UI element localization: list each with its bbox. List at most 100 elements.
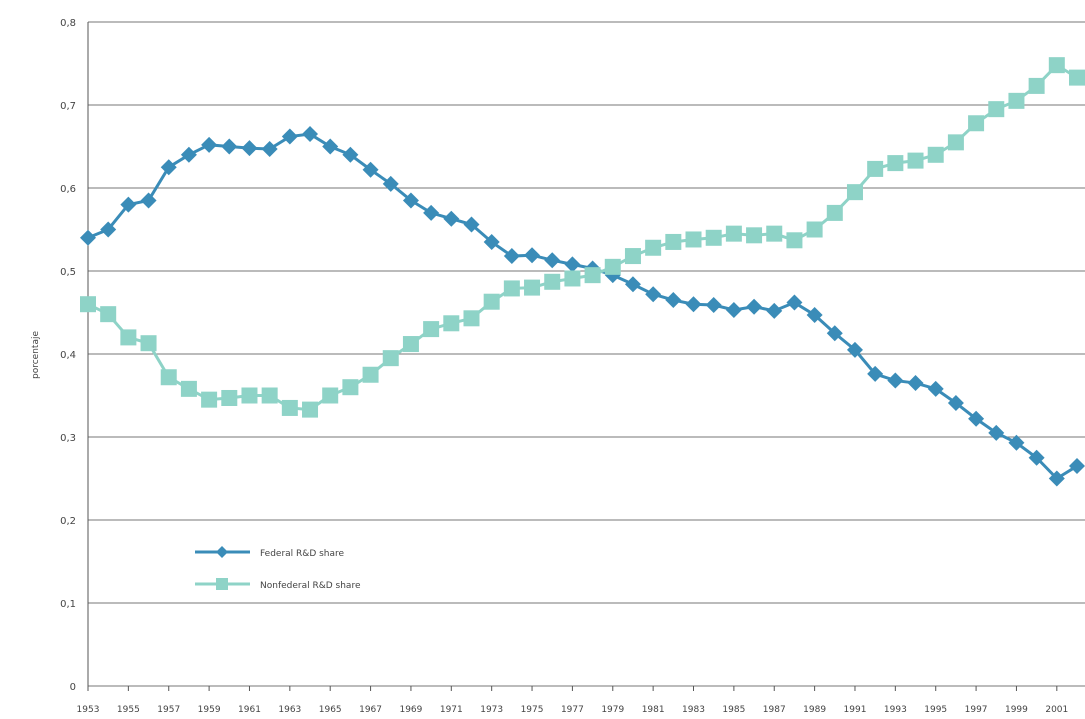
legend-item: Federal R&D share	[195, 546, 345, 559]
data-point	[423, 321, 440, 338]
legend-marker	[216, 546, 228, 558]
data-point	[261, 387, 278, 404]
x-tick-label: 1991	[844, 705, 867, 715]
data-point	[503, 248, 520, 265]
x-tick-label: 1983	[682, 705, 705, 715]
data-point	[180, 146, 197, 163]
data-point	[342, 379, 359, 396]
data-point	[927, 146, 944, 163]
x-tick-label: 1979	[601, 705, 624, 715]
x-tick-label: 1955	[117, 705, 140, 715]
data-point	[342, 146, 359, 163]
data-point	[544, 252, 561, 269]
data-point	[140, 192, 157, 209]
data-point	[1008, 92, 1025, 109]
data-point	[826, 204, 843, 221]
legend-label: Federal R&D share	[260, 549, 345, 559]
x-tick-label: 1985	[722, 705, 745, 715]
data-point	[140, 335, 157, 352]
data-point	[1069, 458, 1085, 475]
x-tick-label: 1975	[521, 705, 544, 715]
data-point	[746, 227, 763, 244]
data-point	[725, 302, 742, 319]
x-tick-label: 1973	[480, 705, 503, 715]
data-point	[867, 365, 884, 382]
data-point	[1008, 434, 1025, 451]
data-point	[887, 155, 904, 172]
data-point	[483, 233, 500, 250]
data-point	[1028, 77, 1045, 94]
data-point	[201, 136, 218, 153]
data-point	[443, 210, 460, 227]
axes	[87, 22, 1058, 691]
legend-label: Nonfederal R&D share	[260, 581, 361, 591]
data-point	[786, 294, 803, 311]
data-point	[160, 369, 177, 386]
x-tick-label: 1959	[198, 705, 221, 715]
data-point	[362, 366, 379, 383]
data-point	[241, 387, 258, 404]
data-point	[907, 375, 924, 392]
y-tick-label: 0,7	[60, 101, 76, 112]
data-point	[1028, 449, 1045, 466]
data-point	[806, 221, 823, 238]
data-point	[221, 138, 238, 155]
y-tick-label: 0	[70, 682, 76, 693]
data-point	[382, 175, 399, 192]
data-point	[302, 401, 319, 418]
data-point	[503, 280, 520, 297]
series-layer	[80, 57, 1085, 487]
x-tick-label: 1969	[399, 705, 422, 715]
data-point	[685, 296, 702, 313]
data-point	[746, 298, 763, 315]
y-tick-label: 0,3	[60, 433, 76, 444]
y-tick-label: 0,8	[60, 18, 76, 29]
x-tick-label: 2001	[1045, 705, 1068, 715]
data-point	[988, 101, 1005, 118]
data-point	[221, 389, 238, 406]
x-tick-label: 1993	[884, 705, 907, 715]
y-tick-label: 0,6	[60, 184, 76, 195]
x-tick-label: 1999	[1005, 705, 1028, 715]
data-point	[322, 138, 339, 155]
data-point	[947, 134, 964, 151]
x-tick-label: 1953	[77, 705, 100, 715]
legend-marker	[216, 578, 228, 590]
legend-item: Nonfederal R&D share	[195, 578, 361, 591]
data-point	[463, 310, 480, 327]
data-point	[362, 161, 379, 178]
x-tick-label: 1965	[319, 705, 342, 715]
series-line	[87, 63, 1078, 412]
series-line	[87, 132, 1078, 481]
x-tick-label: 1967	[359, 705, 382, 715]
data-point	[867, 160, 884, 177]
data-point	[1069, 69, 1085, 86]
data-point	[624, 248, 641, 265]
data-point	[766, 225, 783, 242]
data-point	[120, 196, 137, 213]
data-point	[968, 115, 985, 132]
y-tick-label: 0,5	[60, 267, 76, 278]
data-point	[241, 140, 258, 157]
x-tick-label: 1997	[965, 705, 988, 715]
data-point	[988, 424, 1005, 441]
data-point	[201, 391, 218, 408]
data-point	[322, 387, 339, 404]
data-point	[846, 184, 863, 201]
data-point	[584, 267, 601, 284]
data-point	[665, 233, 682, 250]
data-point	[281, 128, 298, 145]
x-tick-label: 1957	[157, 705, 180, 715]
data-point	[604, 258, 621, 275]
x-tick-label: 1961	[238, 705, 261, 715]
y-tick-label: 0,1	[60, 599, 76, 610]
data-point	[524, 247, 541, 264]
data-point	[685, 231, 702, 248]
data-point	[826, 325, 843, 342]
y-axis-title: porcentaje	[31, 331, 41, 379]
data-point	[443, 315, 460, 332]
x-tick-label: 1971	[440, 705, 463, 715]
data-point	[524, 279, 541, 296]
data-point	[624, 276, 641, 293]
